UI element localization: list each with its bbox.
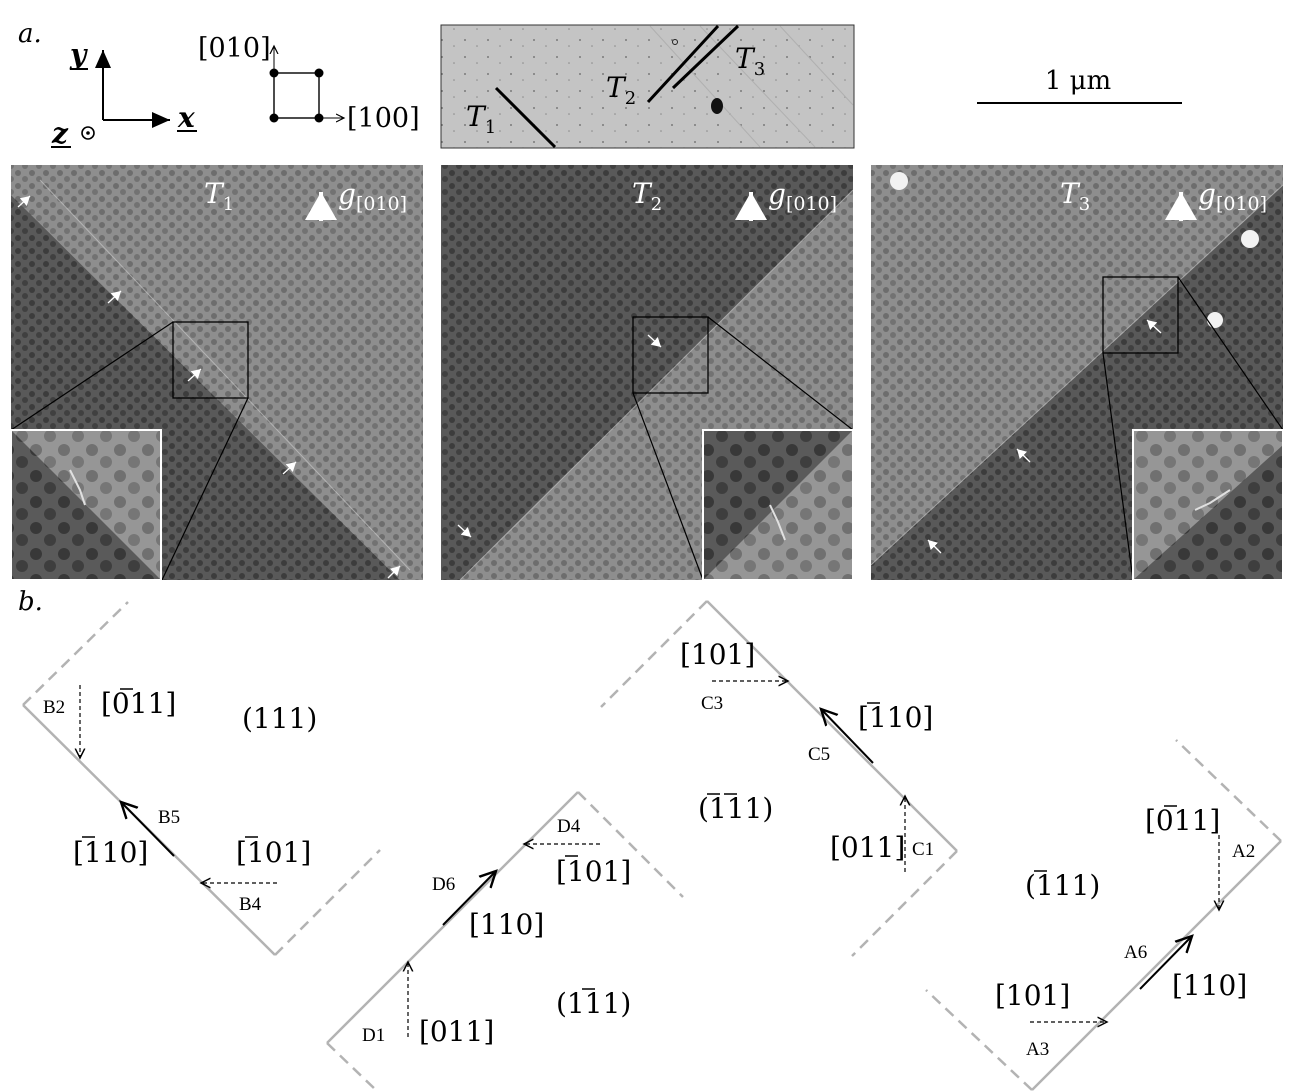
micrograph-t2-title: T2 [632, 177, 662, 215]
crystal-dir-100: [100] [347, 103, 420, 134]
dir-101-c: [101] [680, 638, 755, 671]
schematic-b: (111) [011] [110] [101] B2 B5 B4 [22, 601, 381, 956]
dir-110-d: [110] [469, 908, 544, 941]
trace-t3-label: T3 [735, 42, 765, 80]
dir-011-c: [011] [830, 831, 905, 864]
schematic-d: (111) [110] [101] [011] D6 D4 D1 [326, 791, 684, 1092]
micrograph-t1 [11, 165, 423, 580]
axis-y-label: y [69, 38, 88, 71]
micrograph-t1-title: T1 [204, 177, 234, 215]
slip-system-b5: B5 [158, 807, 180, 828]
scale-bar: 1 μm [977, 66, 1182, 104]
dir-101-a: [101] [995, 979, 1070, 1012]
slip-system-d4: D4 [557, 816, 581, 837]
dir-m110-c: [110] [858, 701, 933, 734]
axis-x-label: x [177, 101, 195, 134]
dir-0-1-1-a: [011] [1145, 804, 1220, 837]
slip-system-a2: A2 [1232, 841, 1255, 862]
out-of-plane-icon [81, 126, 95, 140]
trace-t2-line [646, 24, 720, 104]
micrograph-t3-title: T3 [1060, 177, 1090, 215]
micrograph-t2 [441, 165, 853, 580]
crystal-dir-010: [010] [198, 33, 271, 64]
slip-system-d6: D6 [432, 874, 455, 895]
dir-011-d: [011] [419, 1015, 494, 1048]
plane-m1-m1-1: (111) [698, 792, 773, 825]
slip-system-c3: C3 [701, 693, 723, 714]
dir-110-a: [110] [1172, 969, 1247, 1002]
dir-0-1-1: [011] [101, 687, 176, 720]
schematic-a: (111) [011] [110] [101] A2 A6 A3 [925, 739, 1282, 1091]
overview-micrograph: T1 T2 T3 [440, 24, 855, 149]
scale-bar-label: 1 μm [1045, 66, 1111, 96]
trace-t1-line [494, 86, 557, 149]
trace-t1-label: T1 [466, 100, 496, 138]
dir-m101: [101] [236, 836, 311, 869]
slip-system-d1: D1 [362, 1025, 385, 1046]
slip-system-a6: A6 [1124, 942, 1147, 963]
plane-1-1-1: (111) [556, 987, 631, 1020]
micrograph-t3-g-vector: g[010] [1198, 178, 1267, 215]
trace-t2-label: T2 [606, 71, 636, 109]
axis-z-label: z [51, 117, 69, 150]
slip-system-b4: B4 [239, 894, 262, 915]
micrograph-t1-g-vector: g[010] [338, 178, 407, 215]
slip-system-b2: B2 [43, 697, 65, 718]
schematic-c: (111) [101] [110] [011] C3 C5 C1 [600, 600, 958, 957]
slip-system-a3: A3 [1026, 1039, 1049, 1060]
micrograph-t3 [871, 165, 1283, 580]
plane-m111: (111) [1025, 869, 1100, 902]
lattice-cell-icon [270, 46, 345, 123]
dir-m110: [110] [73, 836, 148, 869]
panel-a-label: a. [18, 19, 42, 49]
plane-111: (111) [242, 702, 317, 735]
dir-m101-d: [101] [556, 855, 631, 888]
slip-system-c5: C5 [808, 744, 830, 765]
micrograph-t2-g-vector: g[010] [768, 178, 837, 215]
panel-b-label: b. [18, 587, 43, 617]
slip-system-c1: C1 [912, 839, 934, 860]
trace-t3-line [671, 24, 740, 90]
coordinate-axes: y x z [51, 38, 197, 150]
